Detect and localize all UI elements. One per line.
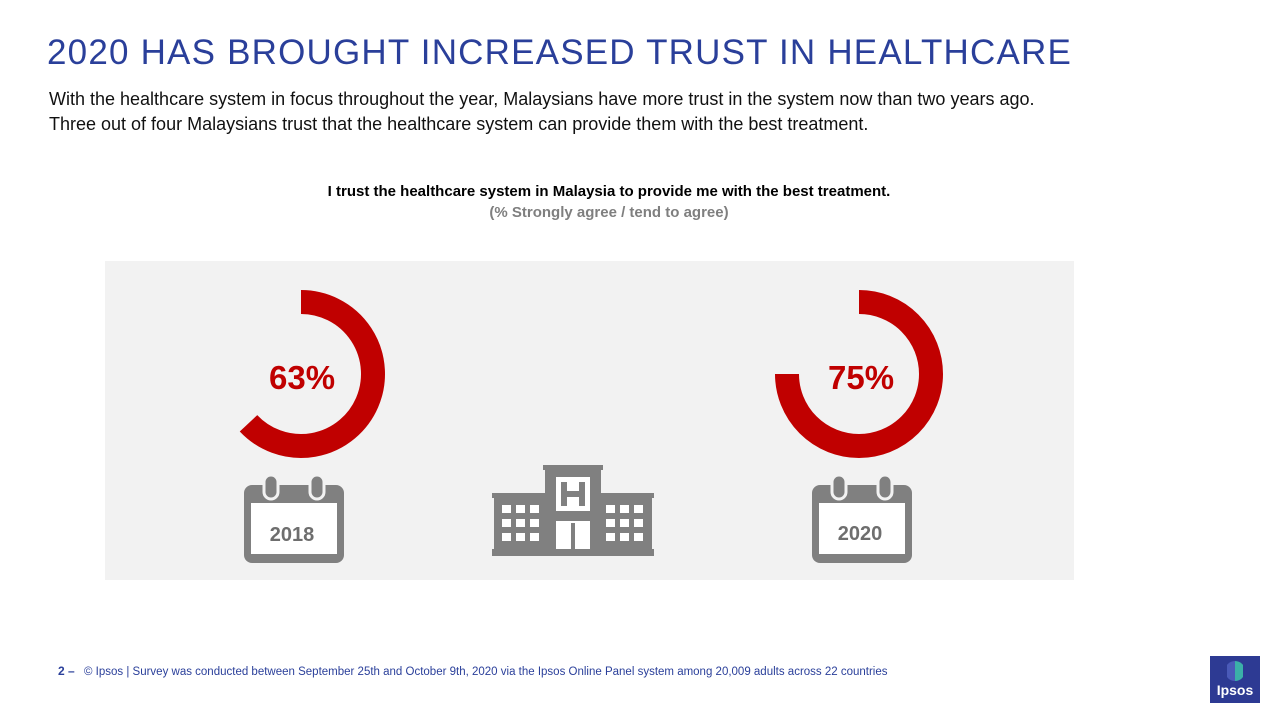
donut-2020 [775, 290, 943, 458]
calendar-icon [812, 473, 912, 563]
data-label-2020: 75% [828, 359, 895, 396]
data-label-2018: 63% [269, 359, 336, 396]
subtitle-line-2: Three out of four Malaysians trust that … [49, 114, 869, 134]
page-title: 2020 HAS BROUGHT INCREASED TRUST IN HEAL… [47, 33, 1073, 72]
category-label-2020: 2020 [837, 523, 883, 545]
chart-title: I trust the healthcare system in Malaysi… [327, 183, 891, 200]
source-note: © Ipsos | Survey was conducted between S… [84, 666, 888, 678]
calendar-icon [244, 473, 344, 563]
donut-arc-2018 [239, 290, 385, 458]
hospital-icon [492, 465, 654, 556]
chart-subtitle: (% Strongly agree / tend to agree) [489, 204, 729, 221]
ipsos-logo: Ipsos [1210, 656, 1260, 703]
category-label-2018: 2018 [269, 524, 315, 546]
page-number: 2 – [58, 664, 75, 678]
logo-mark-icon [1227, 661, 1243, 681]
logo-text: Ipsos [1216, 682, 1254, 698]
donut-arc-2020 [775, 290, 943, 458]
donut-2018 [239, 290, 385, 458]
subtitle-line-1: With the healthcare system in focus thro… [49, 89, 1035, 109]
